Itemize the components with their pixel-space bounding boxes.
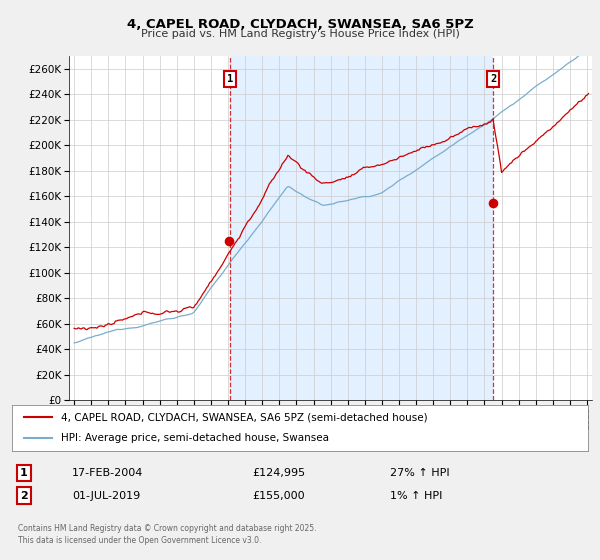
Text: 01-JUL-2019: 01-JUL-2019 xyxy=(72,491,140,501)
Text: 2: 2 xyxy=(490,74,496,84)
Text: £155,000: £155,000 xyxy=(252,491,305,501)
Text: HPI: Average price, semi-detached house, Swansea: HPI: Average price, semi-detached house,… xyxy=(61,433,329,444)
Point xyxy=(488,198,498,207)
Text: 17-FEB-2004: 17-FEB-2004 xyxy=(72,468,143,478)
Text: Contains HM Land Registry data © Crown copyright and database right 2025.: Contains HM Land Registry data © Crown c… xyxy=(18,524,317,533)
Text: This data is licensed under the Open Government Licence v3.0.: This data is licensed under the Open Gov… xyxy=(18,536,262,545)
Text: 1: 1 xyxy=(20,468,28,478)
Text: 27% ↑ HPI: 27% ↑ HPI xyxy=(390,468,449,478)
Text: 4, CAPEL ROAD, CLYDACH, SWANSEA, SA6 5PZ (semi-detached house): 4, CAPEL ROAD, CLYDACH, SWANSEA, SA6 5PZ… xyxy=(61,412,428,422)
Text: 1% ↑ HPI: 1% ↑ HPI xyxy=(390,491,442,501)
Text: 1: 1 xyxy=(227,74,233,84)
Text: 2: 2 xyxy=(20,491,28,501)
Bar xyxy=(230,56,493,400)
Text: 4, CAPEL ROAD, CLYDACH, SWANSEA, SA6 5PZ: 4, CAPEL ROAD, CLYDACH, SWANSEA, SA6 5PZ xyxy=(127,18,473,31)
Text: £124,995: £124,995 xyxy=(252,468,305,478)
Text: Price paid vs. HM Land Registry's House Price Index (HPI): Price paid vs. HM Land Registry's House … xyxy=(140,29,460,39)
Point xyxy=(224,236,234,245)
